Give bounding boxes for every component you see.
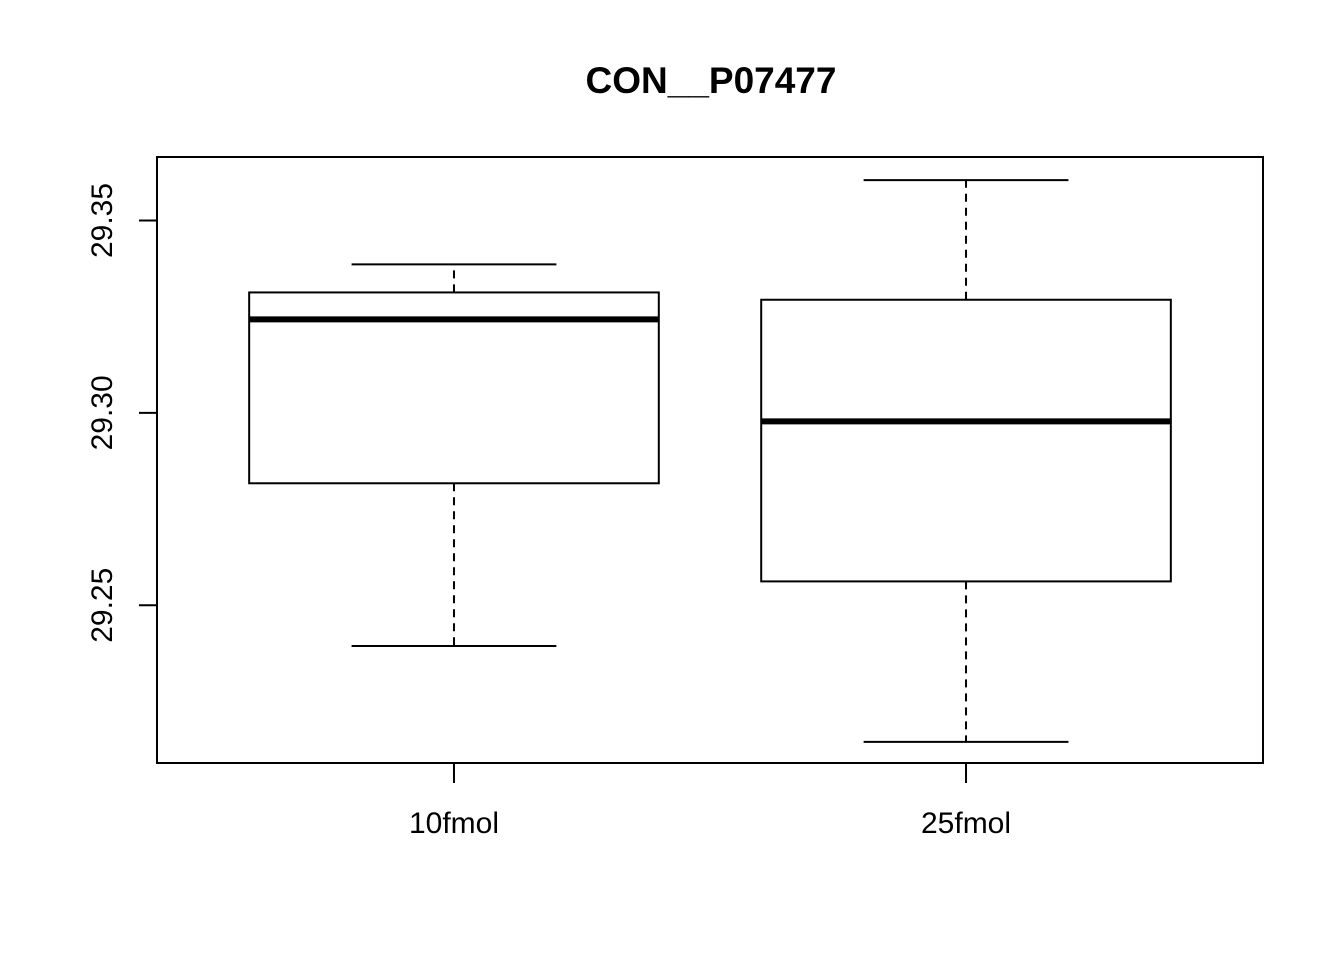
- box-iqr: [760, 298, 1172, 583]
- x-tick-label: 10fmol: [409, 807, 499, 840]
- x-tick-label: 25fmol: [921, 807, 1011, 840]
- y-tick-label: 29.35: [86, 183, 119, 258]
- y-tick-label: 29.30: [86, 375, 119, 450]
- y-tick-label: 29.25: [86, 568, 119, 643]
- box-iqr: [248, 291, 660, 485]
- box-series: [248, 179, 1172, 743]
- x-axis: 10fmol 25fmol: [409, 762, 1011, 840]
- box-10fmol: [248, 263, 660, 648]
- y-axis: 29.25 29.30 29.35: [86, 183, 158, 643]
- box-25fmol: [760, 179, 1172, 743]
- chart-title: CON__P07477: [586, 60, 837, 101]
